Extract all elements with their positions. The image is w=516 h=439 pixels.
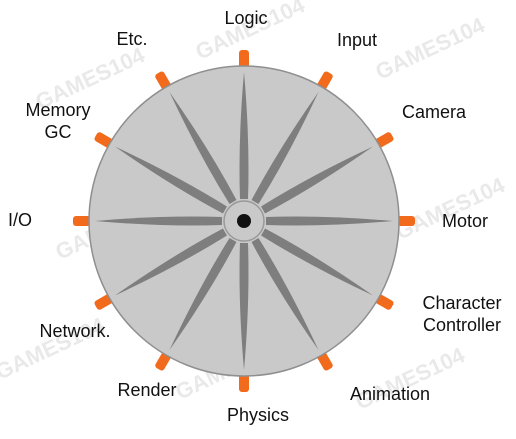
system-label: I/O <box>8 210 33 230</box>
system-label: Etc. <box>116 29 148 49</box>
spoke-2 <box>261 146 374 214</box>
spoke-4 <box>261 228 374 296</box>
spoke-10 <box>114 146 227 214</box>
system-label: Physics <box>227 405 290 425</box>
spoke-11 <box>169 91 237 204</box>
hub-center-icon <box>237 214 251 228</box>
spoke-8 <box>114 228 227 296</box>
system-label: Camera <box>402 102 467 122</box>
system-label: Motor <box>442 211 489 231</box>
spoke-6 <box>239 243 249 370</box>
system-label: Render <box>117 380 177 400</box>
system-label: Input <box>337 30 378 50</box>
watermark-text: GAMES104 <box>372 12 490 85</box>
watermark-text: GAMES104 <box>392 172 510 245</box>
spoke-7 <box>169 238 237 351</box>
spoke-9 <box>95 216 222 226</box>
spokes-group <box>95 72 393 370</box>
spoke-0 <box>239 72 249 199</box>
spoke-3 <box>266 216 393 226</box>
spoke-5 <box>251 238 319 351</box>
system-label: Character Controller <box>422 293 502 335</box>
system-label: Animation <box>350 384 431 404</box>
system-label: Logic <box>224 8 268 28</box>
system-label: Memory GC <box>25 100 91 142</box>
spoke-1 <box>251 91 319 204</box>
system-label: Network. <box>39 321 111 341</box>
